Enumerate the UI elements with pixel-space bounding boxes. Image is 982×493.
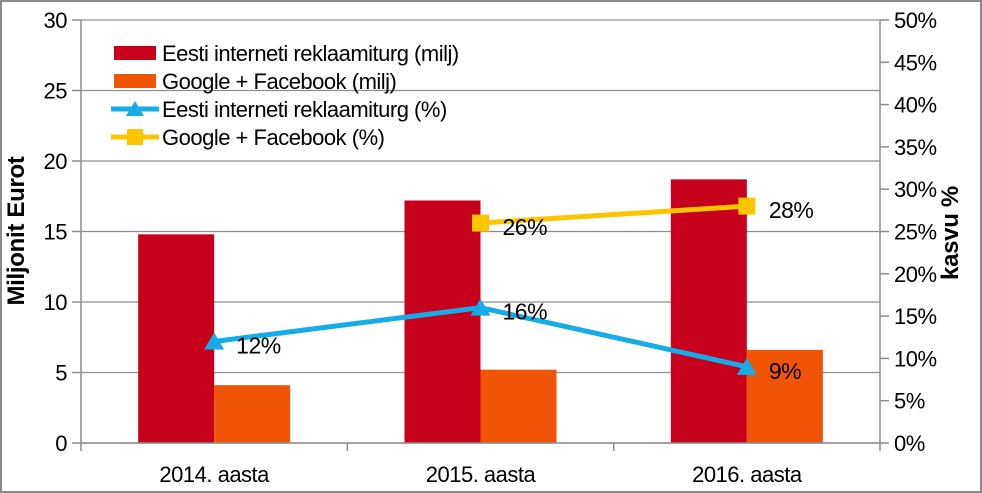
- data-label: 16%: [503, 299, 548, 325]
- legend-swatch-google-facebook-bar: [114, 74, 156, 88]
- triangle-marker: [470, 298, 491, 316]
- triangle-marker: [204, 332, 225, 350]
- legend-label: Eesti interneti reklaamiturg (%): [162, 97, 447, 122]
- data-label: 28%: [769, 197, 814, 223]
- left-axis-tick-label: 10: [44, 290, 68, 315]
- left-axis-tick-label: 5: [55, 361, 67, 386]
- right-axis-tick-label: 25%: [894, 220, 937, 245]
- right-axis-tick-label: 15%: [894, 304, 937, 329]
- right-axis-title: kasvu %: [937, 186, 964, 280]
- bar-google-facebook-2014: [214, 385, 291, 443]
- legend-swatch-market-bar: [114, 46, 156, 60]
- x-axis-category-label: 2016. aasta: [692, 462, 803, 487]
- x-axis-category-label: 2015. aasta: [426, 462, 537, 487]
- data-label: 26%: [503, 214, 548, 240]
- left-axis-tick-label: 25: [44, 79, 68, 104]
- data-label: 9%: [769, 358, 801, 384]
- left-axis-tick-label: 30: [44, 8, 68, 33]
- bar-google-facebook-2016: [746, 349, 823, 443]
- legend-label: Eesti interneti reklaamiturg (milj): [162, 41, 459, 66]
- left-axis-title: Miljonit Eurot: [3, 156, 30, 305]
- right-axis-tick-label: 0%: [894, 431, 925, 456]
- legend-label: Google + Facebook (milj): [162, 69, 396, 94]
- legend-marker-google-facebook-line: [127, 129, 143, 145]
- right-axis-tick-label: 35%: [894, 135, 937, 160]
- right-axis-tick-label: 30%: [894, 177, 937, 202]
- left-axis-tick-label: 15: [44, 220, 68, 245]
- legend-marker-market-line: [126, 101, 144, 116]
- bar-google-facebook-2015: [480, 369, 557, 443]
- bar-market-2016: [670, 179, 747, 443]
- right-axis-tick-label: 40%: [894, 93, 937, 118]
- x-axis-category-label: 2014. aasta: [159, 462, 270, 487]
- line-google-facebook-growth: [480, 203, 747, 226]
- right-axis-tick-label: 45%: [894, 50, 937, 75]
- triangle-marker: [736, 357, 757, 375]
- data-label: 12%: [236, 332, 281, 358]
- bar-market-2014: [138, 234, 215, 443]
- square-marker: [738, 197, 756, 215]
- left-axis-tick-label: 0: [55, 431, 67, 456]
- right-axis-tick-label: 20%: [894, 262, 937, 287]
- bar-market-2015: [404, 200, 481, 443]
- left-axis-tick-label: 20: [44, 149, 68, 174]
- right-axis-tick-label: 5%: [894, 389, 925, 414]
- right-axis-tick-label: 10%: [894, 346, 937, 371]
- legend-label: Google + Facebook (%): [162, 125, 384, 150]
- right-axis-tick-label: 50%: [894, 8, 937, 33]
- square-marker: [472, 214, 489, 232]
